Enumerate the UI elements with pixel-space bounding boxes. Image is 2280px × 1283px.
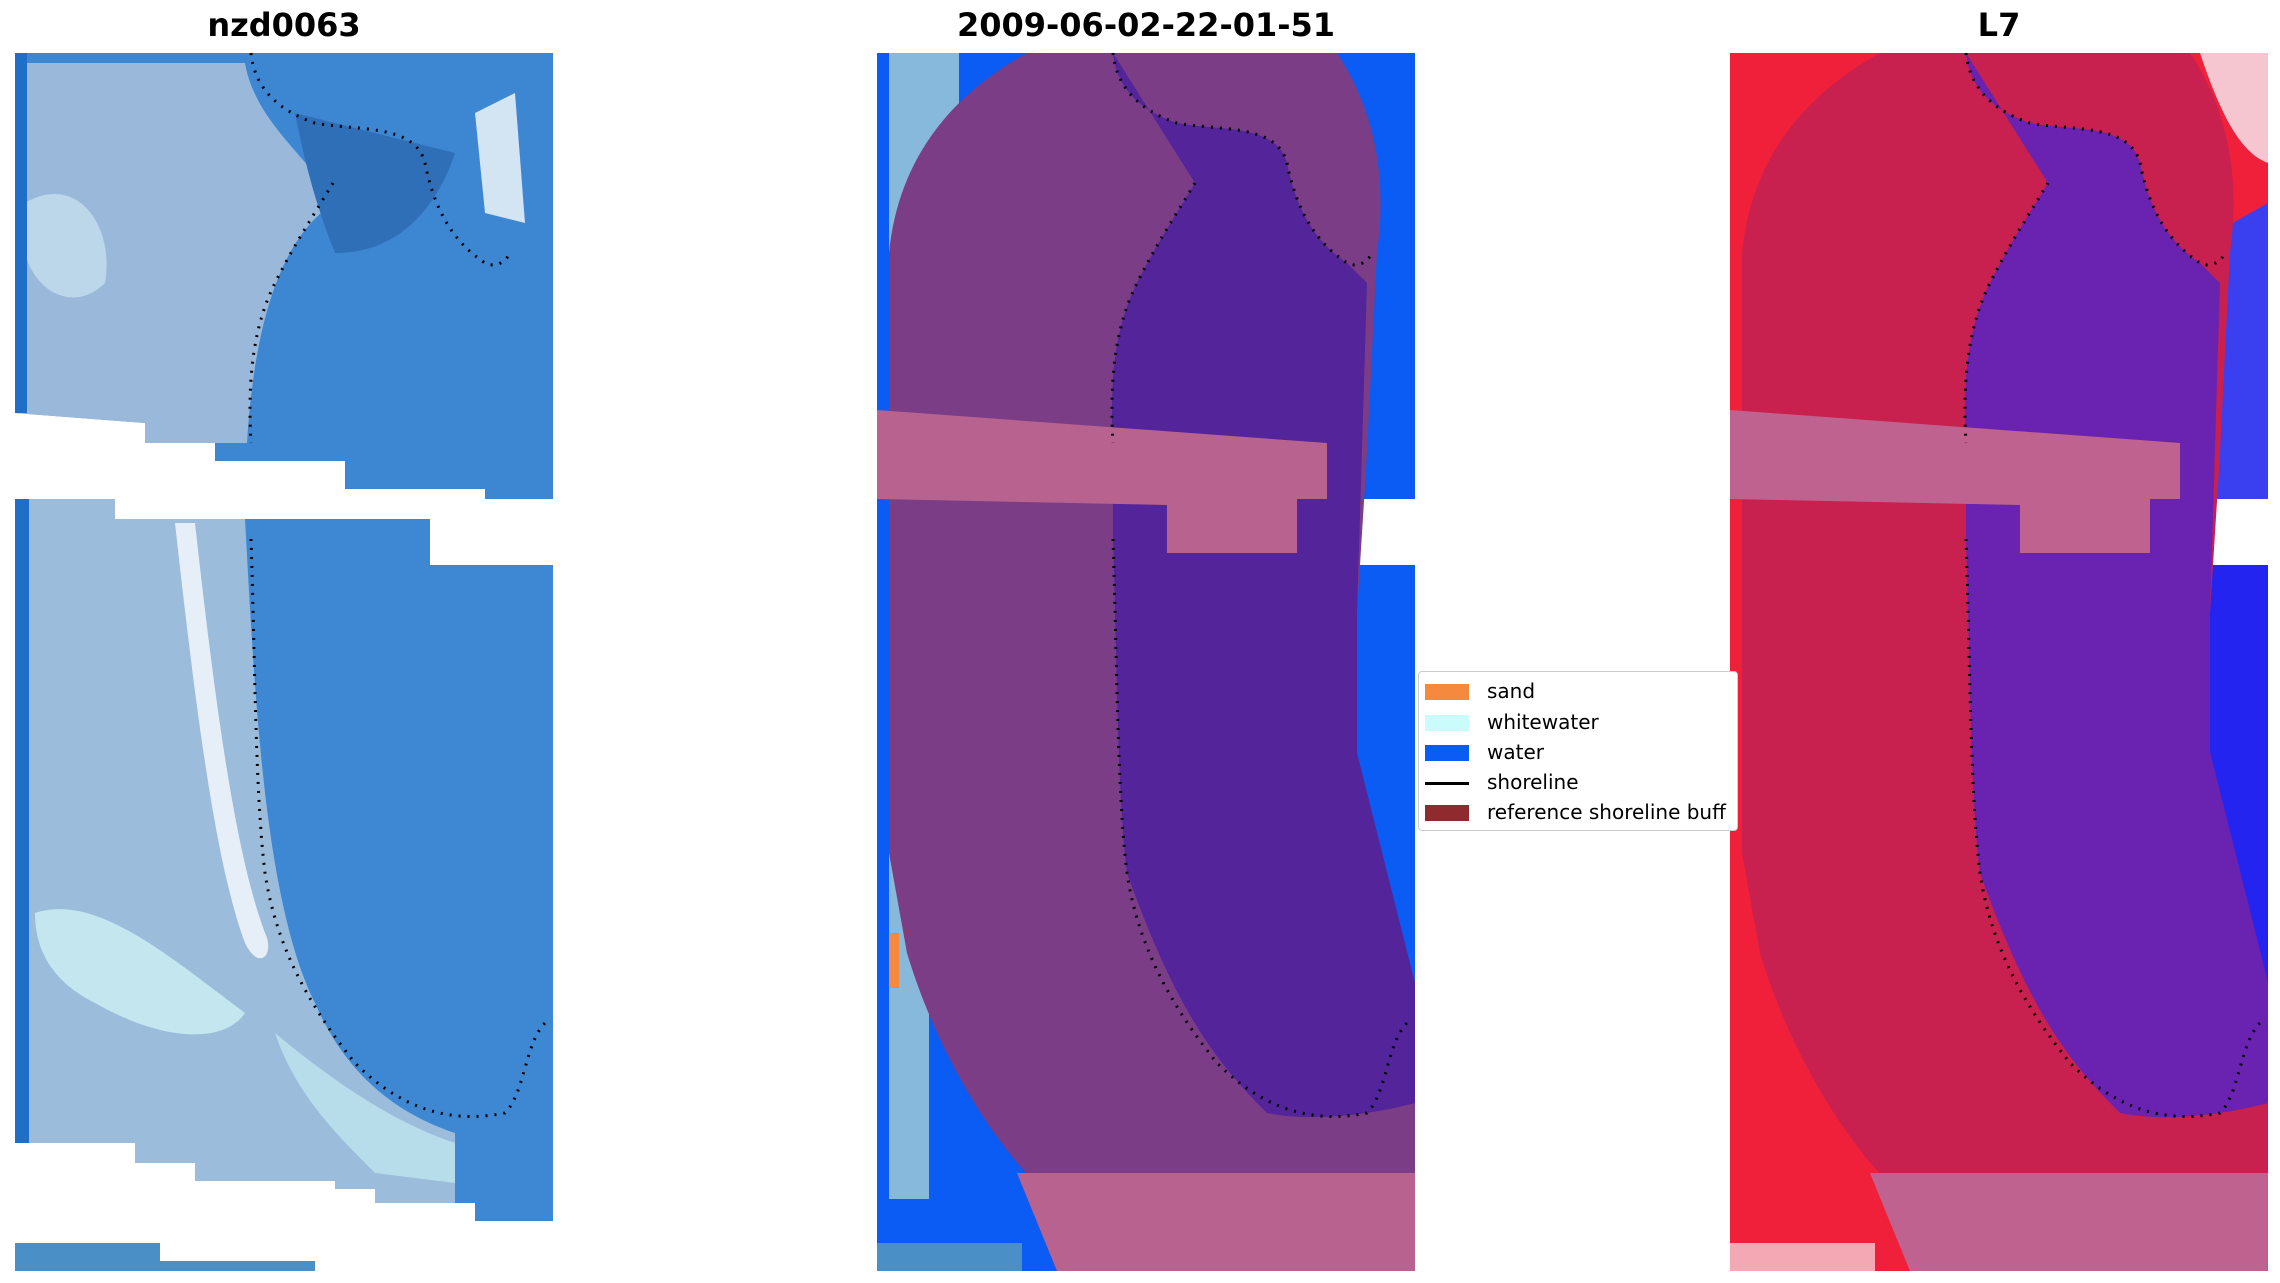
legend-label: whitewater [1487,710,1599,734]
index-panel [1730,53,2268,1271]
legend-item-sand: sand [1419,676,1737,706]
legend-label: water [1487,740,1544,764]
index-image [1730,53,2268,1271]
classification-panel [877,53,1415,1271]
rgb-image-panel [15,53,553,1271]
legend-item-reference-buffer: reference shoreline buff [1419,797,1737,827]
water-swatch [1425,745,1469,761]
legend-item-shoreline: shoreline [1419,767,1737,797]
whitewater-swatch [1425,715,1469,731]
legend-label: shoreline [1487,770,1579,794]
rgb-image [15,53,553,1271]
legend-item-water: water [1419,737,1737,767]
legend-item-whitewater: whitewater [1419,707,1737,737]
panel-title-index: L7 [1977,6,2021,44]
reference-buffer-swatch [1425,805,1469,821]
panel-title-classification: 2009-06-02-22-01-51 [956,6,1336,44]
panel-title-rgb: nzd0063 [207,6,361,44]
legend-label: reference shoreline buff [1487,800,1726,824]
shoreline-line-swatch [1425,782,1469,785]
sand-swatch [1425,684,1469,700]
legend: sand whitewater water shoreline referenc… [1418,671,1738,831]
classification-image [877,53,1415,1271]
legend-label: sand [1487,679,1536,703]
